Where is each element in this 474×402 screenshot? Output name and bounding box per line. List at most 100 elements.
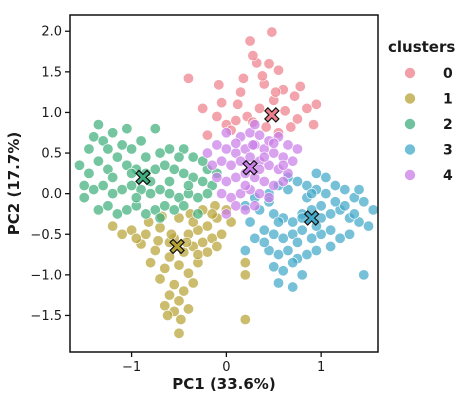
scatter-point-cluster-2	[187, 151, 199, 163]
scatter-point-cluster-0	[263, 58, 275, 70]
y-axis-label: PC2 (17.7%)	[5, 132, 23, 235]
scatter-point-cluster-1	[206, 232, 218, 244]
scatter-point-cluster-1	[201, 246, 213, 258]
scatter-point-cluster-2	[145, 188, 157, 200]
legend-item-cluster-2: 2	[404, 117, 453, 133]
scatter-point-cluster-4	[201, 147, 213, 159]
scatter-point-cluster-3	[268, 208, 280, 220]
scatter-point-cluster-2	[173, 192, 185, 204]
scatter-point-cluster-3	[277, 232, 289, 244]
scatter-point-cluster-4	[230, 137, 242, 149]
scatter-point-cluster-2	[192, 208, 204, 220]
scatter-point-cluster-4	[291, 143, 303, 155]
scatter-point-cluster-4	[287, 155, 299, 167]
y-axis-ticks: −1.5 −1.0 −0.5 0.0 0.5 1.0 1.5 2.0	[30, 25, 70, 324]
x-axis-ticks: −1 0 1	[122, 352, 325, 375]
scatter-point-cluster-1	[192, 249, 204, 261]
scatter-point-cluster-3	[339, 200, 351, 212]
scatter-point-cluster-3	[358, 196, 370, 208]
scatter-point-cluster-2	[111, 151, 123, 163]
scatter-point-cluster-2	[206, 180, 218, 192]
centroid-layer	[135, 107, 320, 255]
scatter-point-cluster-1	[145, 257, 157, 269]
x-tick-label: −1	[122, 360, 141, 375]
scatter-point-cluster-0	[211, 111, 223, 123]
scatter-point-cluster-2	[154, 147, 166, 159]
scatter-point-cluster-4	[247, 139, 259, 151]
legend-marker	[404, 143, 416, 156]
scatter-point-cluster-1	[130, 232, 142, 244]
scatter-point-cluster-4	[268, 180, 280, 192]
scatter-point-cluster-1	[187, 277, 199, 289]
scatter-point-cluster-4	[216, 155, 228, 167]
scatter-point-cluster-0	[308, 119, 320, 131]
legend-item-cluster-3: 3	[404, 143, 453, 159]
scatter-point-cluster-3	[325, 240, 337, 252]
legend-marker	[404, 92, 416, 105]
plot-frame	[69, 14, 379, 353]
scatter-point-cluster-1	[164, 251, 176, 263]
scatter-point-cluster-4	[230, 200, 242, 212]
scatter-point-cluster-3	[306, 188, 318, 200]
scatter-point-cluster-4	[225, 159, 237, 171]
scatter-point-cluster-4	[268, 147, 280, 159]
scatter-point-cluster-1	[159, 262, 171, 274]
scatter-point-cluster-4	[282, 139, 294, 151]
centroid-marker-cluster-3	[303, 210, 320, 226]
y-tick-label: 1.5	[41, 65, 62, 80]
scatter-point-cluster-3	[282, 244, 294, 256]
legend-label: 3	[443, 143, 453, 159]
scatter-point-cluster-3	[244, 216, 256, 228]
scatter-point-cluster-0	[237, 72, 249, 84]
scatter-point-cluster-2	[135, 135, 147, 147]
scatter-point-cluster-3	[258, 236, 270, 248]
scatter-point-cluster-4	[230, 171, 242, 183]
scatter-point-cluster-4	[211, 171, 223, 183]
scatter-point-cluster-1	[182, 267, 194, 279]
scatter-point-cluster-2	[164, 175, 176, 187]
scatter-point-cluster-1	[168, 279, 180, 291]
scatter-point-cluster-1	[211, 240, 223, 252]
scatter-point-cluster-1	[173, 212, 185, 224]
scatter-point-cluster-3	[296, 269, 308, 281]
scatter-point-cluster-3	[301, 180, 313, 192]
scatter-point-cluster-1	[239, 314, 251, 326]
scatter-point-cluster-2	[97, 180, 109, 192]
y-tick-label: −1.5	[30, 309, 62, 324]
legend-marker	[404, 118, 416, 130]
scatter-point-cluster-0	[272, 64, 284, 76]
y-tick-label: −0.5	[30, 228, 62, 243]
scatter-point-cluster-2	[102, 163, 114, 175]
points-layer	[73, 26, 379, 339]
scatter-point-cluster-0	[230, 115, 242, 127]
scatter-point-cluster-3	[358, 269, 370, 281]
scatter-point-cluster-1	[162, 309, 174, 321]
scatter-point-cluster-1	[175, 314, 187, 326]
scatter-point-cluster-4	[254, 129, 266, 141]
scatter-point-cluster-2	[83, 143, 95, 155]
scatter-point-cluster-3	[329, 180, 341, 192]
y-tick-label: −1.0	[30, 268, 62, 283]
scatter-point-cluster-1	[173, 259, 185, 271]
scatter-point-cluster-3	[268, 261, 280, 273]
scatter-point-cluster-1	[116, 228, 128, 240]
scatter-point-cluster-3	[287, 216, 299, 228]
scatter-point-cluster-4	[258, 151, 270, 163]
scatter-point-cluster-2	[140, 151, 152, 163]
y-tick-label: 2.0	[41, 25, 62, 40]
scatter-point-cluster-0	[256, 70, 268, 82]
scatter-point-cluster-2	[187, 171, 199, 183]
scatter-point-cluster-2	[102, 143, 114, 155]
scatter-point-cluster-1	[173, 327, 185, 339]
scatter-point-cluster-2	[102, 200, 114, 212]
scatter-point-cluster-3	[315, 212, 327, 224]
scatter-point-cluster-2	[182, 180, 194, 192]
scatter-point-cluster-4	[277, 159, 289, 171]
scatter-point-cluster-4	[211, 139, 223, 151]
scatter-point-cluster-3	[306, 232, 318, 244]
scatter-point-cluster-2	[121, 159, 133, 171]
scatter-point-cluster-0	[232, 98, 244, 110]
scatter-point-cluster-2	[168, 163, 180, 175]
scatter-point-cluster-2	[116, 184, 128, 196]
